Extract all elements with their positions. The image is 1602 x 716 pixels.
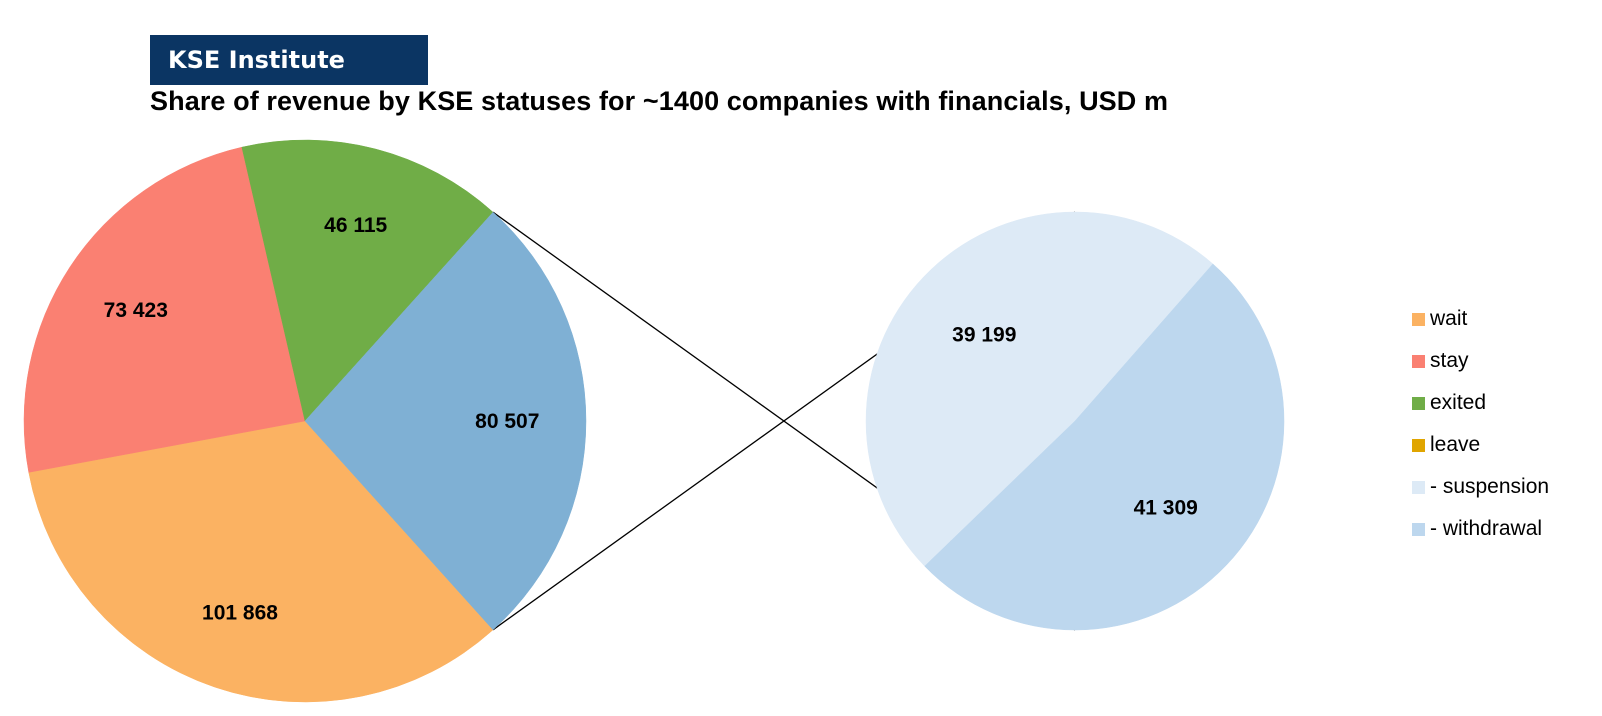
main-slice-stay	[23, 146, 306, 473]
legend-label: exited	[1430, 391, 1487, 414]
legend-label: wait	[1430, 307, 1468, 330]
legend-swatch	[1412, 312, 1425, 326]
legend-label: - suspension	[1430, 475, 1550, 498]
legend-swatch	[1412, 522, 1425, 536]
brand-badge: KSE Institute	[150, 35, 428, 85]
breakdown-slice-suspension	[865, 211, 1214, 567]
main-label-wait: 101 868	[202, 602, 278, 625]
main-label-stay: 73 423	[104, 299, 168, 322]
main-label-exited: 46 115	[324, 214, 387, 237]
main-label-leave: 80 507	[475, 410, 539, 433]
legend-item-stay: stay	[1412, 340, 1549, 382]
legend-item-wait: wait	[1412, 298, 1549, 340]
data-labels: 101 868 73 423 46 115 80 507 39 199 41 309	[104, 214, 1198, 624]
main-slice-leave	[304, 211, 587, 631]
breakdown-label-withdrawal: 41 309	[1134, 497, 1198, 520]
main-slice-exited	[241, 139, 494, 422]
legend-item-suspension: - suspension	[1412, 466, 1549, 508]
breakdown-label-suspension: 39 199	[952, 324, 1016, 347]
legend-item-withdrawal: - withdrawal	[1412, 508, 1549, 550]
legend-item-exited: exited	[1412, 382, 1549, 424]
breakdown-pie	[865, 211, 1285, 631]
chart-title: Share of revenue by KSE statuses for ~14…	[150, 86, 1169, 116]
legend-label: - withdrawal	[1430, 517, 1543, 540]
breakdown-slice-withdrawal	[924, 263, 1285, 631]
legend-swatch	[1412, 354, 1425, 368]
main-pie	[23, 139, 587, 703]
legend-label: stay	[1430, 349, 1469, 372]
legend-label: leave	[1430, 433, 1481, 456]
legend: wait stay exited leave - suspension - wi…	[1412, 298, 1549, 550]
legend-swatch	[1412, 438, 1425, 452]
legend-swatch	[1412, 396, 1425, 410]
legend-swatch	[1412, 480, 1425, 494]
main-slice-wait	[28, 420, 494, 703]
legend-item-leave: leave	[1412, 424, 1549, 466]
